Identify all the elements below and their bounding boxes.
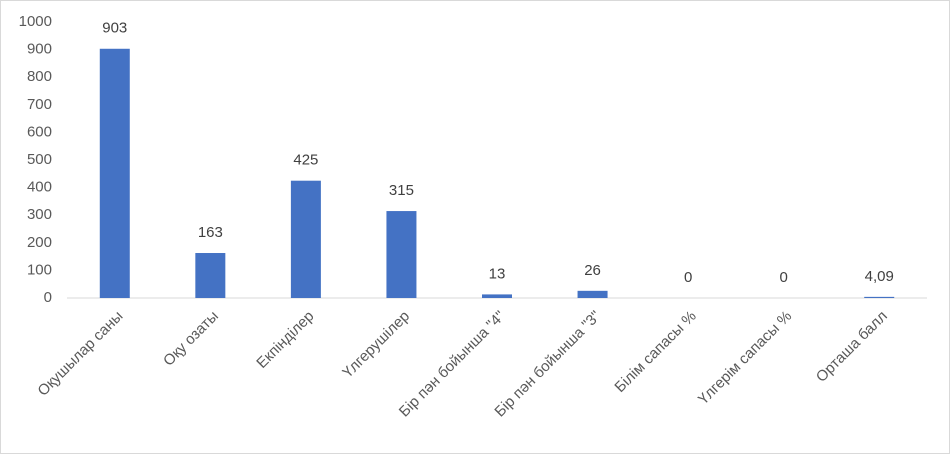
bar (482, 294, 512, 298)
bar (99, 48, 130, 298)
y-tick-label: 400 (27, 179, 52, 196)
data-label: 0 (779, 269, 787, 286)
data-label: 4,09 (865, 268, 894, 285)
y-tick-label: 500 (27, 151, 52, 168)
data-label: 163 (198, 224, 223, 241)
bar (577, 290, 608, 298)
data-label: 0 (684, 269, 692, 286)
y-tick-label: 200 (27, 234, 52, 251)
y-tick-label: 600 (27, 123, 52, 140)
y-tick-label: 300 (27, 206, 52, 223)
y-tick-label: 700 (27, 96, 52, 113)
bar (864, 296, 895, 298)
y-tick-label: 800 (27, 68, 52, 85)
y-tick-label: 100 (27, 261, 52, 278)
data-label: 13 (489, 265, 506, 282)
bar (290, 180, 321, 298)
bar (195, 253, 226, 298)
data-label: 425 (293, 152, 318, 169)
data-label: 26 (584, 262, 601, 279)
y-tick-label: 1000 (19, 13, 52, 30)
bar (386, 211, 417, 298)
data-label: 903 (102, 20, 127, 37)
y-tick-label: 0 (44, 289, 52, 306)
y-tick-label: 900 (27, 41, 52, 58)
data-label: 315 (389, 182, 414, 199)
